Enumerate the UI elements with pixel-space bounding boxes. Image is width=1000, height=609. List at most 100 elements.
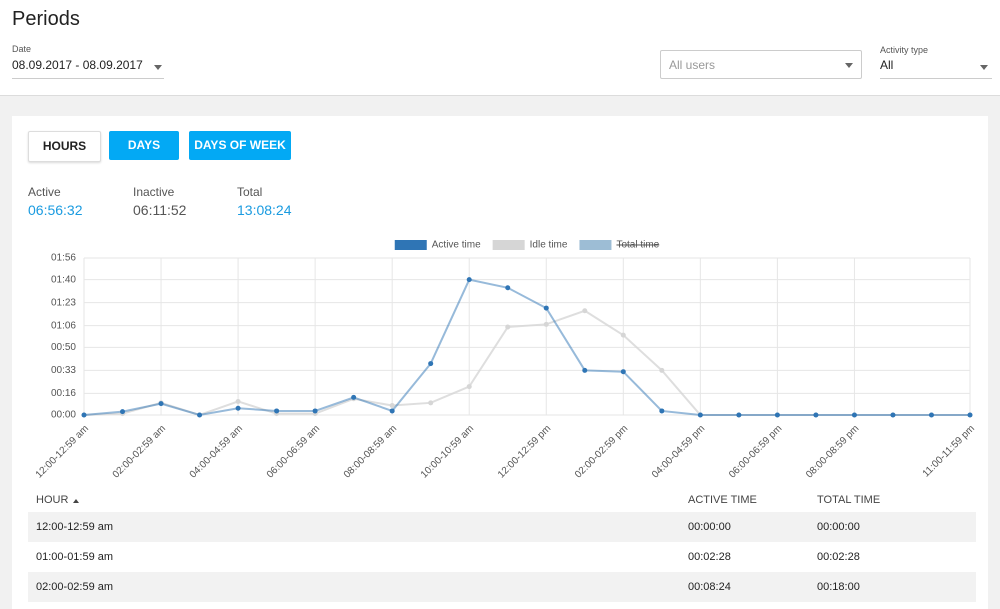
table-cell: 00:00:00 — [817, 521, 860, 533]
date-picker[interactable]: 08.09.2017 - 08.09.2017 — [12, 58, 164, 79]
activity-value: All — [880, 58, 894, 72]
sort-icon — [73, 499, 79, 503]
dropdown-caret — [154, 65, 162, 70]
data-point — [428, 400, 434, 406]
table-row: 01:00-01:59 am 00:02:28 00:02:28 — [28, 542, 976, 572]
data-point — [120, 409, 126, 415]
header: Periods Date 08.09.2017 - 08.09.2017 All… — [0, 0, 1000, 96]
stat-value: 06:56:32 — [28, 202, 83, 218]
stat-label: Active — [28, 185, 61, 199]
x-tick-label: 04:00-04:59 am — [188, 423, 245, 480]
table-cell: 00:02:28 — [817, 551, 860, 563]
activity-select[interactable]: All — [880, 58, 992, 79]
data-point — [351, 394, 357, 400]
data-point — [890, 412, 896, 418]
tab-button[interactable]: DAYS — [109, 131, 179, 160]
x-tick-label: 10:00-10:59 am — [419, 423, 476, 480]
legend-swatch — [579, 240, 612, 250]
legend-swatch — [394, 240, 427, 250]
table-cell: 00:08:24 — [688, 581, 731, 593]
tab-button[interactable]: DAYS OF WEEK — [189, 131, 291, 160]
data-point — [582, 367, 588, 373]
data-point — [582, 308, 588, 314]
legend-item[interactable]: Total time — [579, 240, 660, 251]
users-select[interactable]: All users — [660, 50, 862, 79]
data-point — [81, 412, 87, 418]
stat-label: Inactive — [133, 185, 175, 199]
x-tick-label: 02:00-02:59 am — [111, 423, 168, 480]
stat-value: 06:11:52 — [133, 202, 187, 218]
table-cell: 00:02:28 — [688, 551, 731, 563]
y-tick-label: 00:33 — [51, 365, 76, 376]
data-point — [389, 408, 395, 414]
date-label: Date — [12, 44, 32, 54]
x-tick-label: 06:00-06:59 am — [265, 423, 322, 480]
data-point — [235, 405, 241, 411]
legend-item[interactable]: Idle time — [492, 240, 568, 251]
y-tick-label: 00:00 — [51, 410, 76, 421]
x-tick-label: 06:00-06:59 pm — [727, 423, 784, 480]
table-cell: 00:00:00 — [688, 521, 731, 533]
y-tick-label: 01:06 — [51, 320, 76, 331]
legend-label: Idle time — [530, 240, 568, 251]
x-tick-label: 04:00-04:59 pm — [650, 423, 707, 480]
data-point — [851, 412, 857, 418]
data-point — [428, 361, 434, 367]
tab-button[interactable]: HOURS — [28, 131, 101, 162]
chart: 00:00 00:16 00:33 00:50 01:06 01:23 01:40 01:56… — [34, 240, 977, 481]
data-point — [774, 412, 780, 418]
page-title: Periods — [12, 8, 80, 30]
data-point — [505, 324, 511, 330]
legend-swatch — [492, 240, 525, 250]
data-point — [736, 412, 742, 418]
data-point — [274, 408, 280, 414]
data-point — [543, 305, 549, 311]
legend-label: Active time — [432, 240, 481, 251]
y-tick-label: 01:23 — [51, 297, 76, 308]
table-cell: 12:00-12:59 am — [36, 521, 114, 533]
series-line — [83, 278, 970, 417]
column-header[interactable]: HOUR — [36, 494, 69, 506]
data-point — [659, 367, 665, 373]
stat-value: 13:08:24 — [237, 202, 292, 218]
x-tick-label: 08:00-08:59 am — [342, 423, 399, 480]
data-point — [967, 412, 973, 418]
y-tick-label: 01:40 — [51, 274, 76, 285]
data-point — [235, 398, 241, 404]
column-header: ACTIVE TIME — [688, 494, 757, 506]
data-point — [620, 369, 626, 375]
legend-label: Total time — [616, 240, 659, 251]
column-header: TOTAL TIME — [817, 494, 881, 506]
activity-label: Activity type — [880, 45, 929, 55]
dropdown-caret — [980, 65, 988, 70]
table-row: 02:00-02:59 am 00:08:24 00:18:00 — [28, 572, 976, 602]
table-cell: 01:00-01:59 am — [36, 551, 114, 563]
table-cell: 00:18:00 — [817, 581, 860, 593]
data-point — [158, 401, 164, 407]
data-point — [620, 332, 626, 338]
legend: Active time Idle time Total time — [394, 240, 660, 251]
table-row: 12:00-12:59 am 00:00:00 00:00:00 — [28, 512, 976, 542]
x-tick-label: 11:00-11:59 pm — [921, 423, 977, 479]
data-point — [466, 277, 472, 283]
legend-item[interactable]: Active time — [394, 240, 481, 251]
x-tick-label: 08:00-08:59 pm — [804, 423, 861, 480]
data-point — [659, 408, 665, 414]
table-cell: 02:00-02:59 am — [36, 581, 114, 593]
date-value: 08.09.2017 - 08.09.2017 — [12, 58, 143, 72]
data-point — [466, 384, 472, 390]
y-tick-label: 00:16 — [51, 388, 76, 399]
data-point — [312, 408, 318, 414]
table-header: HOUR ACTIVE TIME TOTAL TIME — [28, 488, 976, 512]
data-point — [505, 285, 511, 291]
stat-label: Total — [237, 185, 263, 199]
data-point — [813, 412, 819, 418]
data-point — [697, 412, 703, 418]
data-point — [928, 412, 934, 418]
series-line — [83, 309, 970, 417]
y-tick-label: 01:56 — [51, 253, 76, 264]
y-tick-label: 00:50 — [51, 342, 76, 353]
x-tick-label: 02:00-02:59 pm — [573, 423, 630, 480]
users-placeholder: All users — [669, 58, 716, 72]
